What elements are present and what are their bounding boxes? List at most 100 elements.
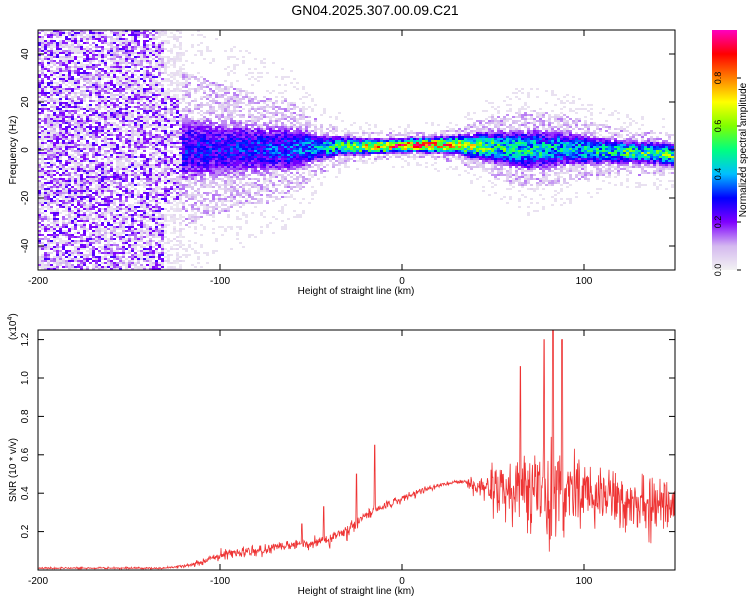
spectrogram-cell bbox=[107, 262, 110, 264]
spectrogram-cell bbox=[209, 154, 212, 156]
spectrogram-cell bbox=[74, 88, 77, 90]
spectrogram-cell bbox=[137, 114, 140, 116]
spectrogram-cell bbox=[170, 120, 173, 122]
spectrogram-cell bbox=[95, 152, 98, 154]
spectrogram-cell bbox=[149, 266, 152, 268]
spectrogram-cell bbox=[41, 86, 44, 88]
spectrogram-cell bbox=[56, 110, 59, 112]
spectrogram-cell bbox=[173, 44, 176, 46]
spectrogram-cell bbox=[50, 140, 53, 142]
spectrogram-cell bbox=[140, 100, 143, 102]
spectrogram-cell bbox=[185, 76, 188, 78]
spectrogram-cell bbox=[194, 174, 197, 176]
spectrogram-cell bbox=[131, 62, 134, 64]
spectrogram-cell bbox=[92, 150, 95, 152]
spectrogram-cell bbox=[149, 262, 152, 264]
spectrogram-cell bbox=[95, 100, 98, 102]
spectrogram-cell bbox=[143, 190, 146, 192]
spectrogram-cell bbox=[188, 172, 191, 174]
spectrogram-cell bbox=[131, 218, 134, 220]
spectrogram-cell bbox=[131, 120, 134, 122]
spectrogram-cell bbox=[95, 50, 98, 52]
spectrogram-cell bbox=[128, 42, 131, 44]
spectrogram-cell bbox=[176, 240, 179, 242]
spectrogram-cell bbox=[167, 110, 170, 112]
spectrogram-cell bbox=[113, 210, 116, 212]
spectrogram-cell bbox=[191, 144, 194, 146]
spectrogram-cell bbox=[140, 230, 143, 232]
spectrogram-cell bbox=[179, 186, 182, 188]
spectrogram-cell bbox=[149, 100, 152, 102]
spectrogram-cell bbox=[59, 44, 62, 46]
spectrogram-cell bbox=[134, 44, 137, 46]
spectrogram-cell bbox=[206, 252, 209, 254]
spectrogram-cell bbox=[110, 40, 113, 42]
spectrogram-cell bbox=[152, 188, 155, 190]
spectrogram-cell bbox=[92, 196, 95, 198]
spectrogram-cell bbox=[95, 64, 98, 66]
spectrogram-cell bbox=[95, 242, 98, 244]
spectrogram-cell bbox=[158, 218, 161, 220]
spectrogram-cell bbox=[110, 226, 113, 228]
spectrogram-cell bbox=[128, 116, 131, 118]
spectrogram-cell bbox=[131, 258, 134, 260]
spectrogram-cell bbox=[77, 168, 80, 170]
spectrogram-cell bbox=[179, 82, 182, 84]
spectrogram-cell bbox=[146, 166, 149, 168]
spectrogram-cell bbox=[185, 172, 188, 174]
spectrogram-cell bbox=[179, 158, 182, 160]
spectrogram-cell bbox=[164, 192, 167, 194]
spectrogram-cell bbox=[137, 228, 140, 230]
spectrogram-cell bbox=[155, 82, 158, 84]
spectrogram-cell bbox=[137, 268, 140, 270]
spectrogram-cell bbox=[62, 114, 65, 116]
spectrogram-cell bbox=[194, 78, 197, 80]
spectrogram-cell bbox=[38, 126, 41, 128]
spectrogram-cell bbox=[155, 104, 158, 106]
spectrogram-cell bbox=[95, 268, 98, 270]
spectrogram-cell bbox=[38, 190, 41, 192]
spectrogram-cell bbox=[92, 42, 95, 44]
spectrogram-cell bbox=[164, 100, 167, 102]
spectrogram-cell bbox=[44, 260, 47, 262]
spectrogram-cell bbox=[131, 196, 134, 198]
spectrogram-cell bbox=[71, 106, 74, 108]
spectrogram-cell bbox=[146, 58, 149, 60]
spectrogram-cell bbox=[50, 182, 53, 184]
spectrogram-cell bbox=[158, 244, 161, 246]
spectrogram-cell bbox=[95, 48, 98, 50]
spectrogram-cell bbox=[59, 100, 62, 102]
spectrogram-cell bbox=[83, 184, 86, 186]
spectrogram-cell bbox=[191, 126, 194, 128]
spectrogram-cell bbox=[161, 198, 164, 200]
spectrogram-cell bbox=[44, 224, 47, 226]
spectrogram-cell bbox=[206, 186, 209, 188]
spectrogram-cell bbox=[44, 252, 47, 254]
spectrogram-cell bbox=[101, 118, 104, 120]
spectrogram-cell bbox=[92, 142, 95, 144]
spectrogram-cell bbox=[176, 188, 179, 190]
spectrogram-cell bbox=[161, 152, 164, 154]
spectrogram-cell bbox=[149, 174, 152, 176]
spectrogram-cell bbox=[206, 166, 209, 168]
spectrogram-cell bbox=[83, 126, 86, 128]
spectrogram-cell bbox=[209, 112, 212, 114]
spectrogram-cell bbox=[152, 236, 155, 238]
spectrogram-cell bbox=[47, 114, 50, 116]
spectrogram-cell bbox=[98, 130, 101, 132]
spectrogram-cell bbox=[194, 222, 197, 224]
spectrogram-cell bbox=[59, 254, 62, 256]
spectrogram-cell bbox=[146, 126, 149, 128]
spectrogram-cell bbox=[56, 242, 59, 244]
spectrogram-cell bbox=[209, 50, 212, 52]
spectrogram-cell bbox=[158, 56, 161, 58]
spectrogram-cell bbox=[194, 204, 197, 206]
spectrogram-cell bbox=[47, 172, 50, 174]
spectrogram-cell bbox=[86, 220, 89, 222]
spectrogram-cell bbox=[92, 88, 95, 90]
spectrogram-cell bbox=[146, 124, 149, 126]
spectrogram-cell bbox=[119, 58, 122, 60]
spectrogram-cell bbox=[104, 102, 107, 104]
spectrogram-cell bbox=[146, 212, 149, 214]
spectrogram-cell bbox=[113, 148, 116, 150]
